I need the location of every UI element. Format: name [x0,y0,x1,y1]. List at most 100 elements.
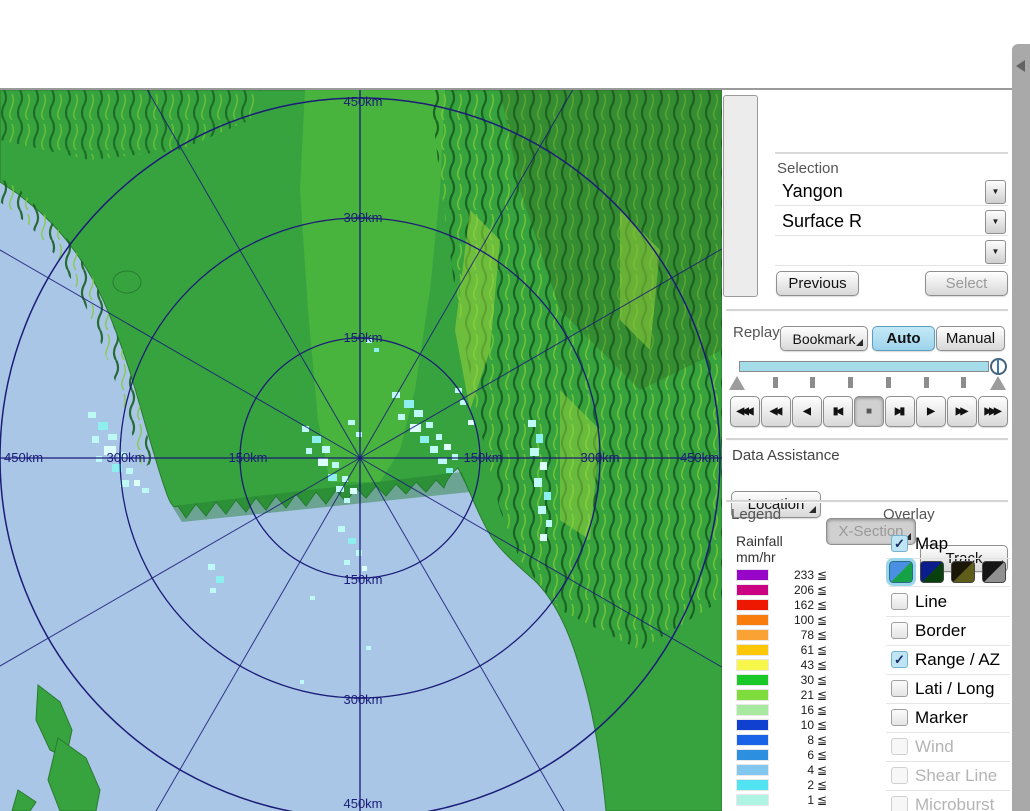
legend-swatch [736,703,769,716]
replay-manual-button[interactable]: Manual [936,326,1005,351]
legend-swatch [736,718,769,731]
overlay-item-line[interactable]: ✓ Line [886,587,1010,617]
data-assistance-label: Data Assistance [732,447,840,464]
overlay-item-lati-long[interactable]: ✓ Lati / Long [886,674,1010,704]
checkbox: ✓ [891,767,908,784]
previous-button[interactable]: Previous [776,271,859,296]
legend-swatch [736,748,769,761]
checkbox[interactable]: ✓ [891,651,908,668]
replay-slider-thumb[interactable] [990,358,1007,375]
playback-step-forward-button[interactable]: ▶▮ [885,396,915,427]
legend-entry: 10 ≦ [736,717,856,732]
slider-tick [773,377,778,388]
replay-label: Replay [733,324,780,341]
legend-swatch [736,658,769,671]
chevron-down-icon[interactable]: ▼ [985,239,1006,264]
x-section-button[interactable]: X-Section [826,518,916,545]
range-label-top-450: 450km [343,94,382,109]
slider-tick [848,377,853,388]
bookmark-button[interactable]: Bookmark [780,326,868,351]
legend-swatch [736,793,769,806]
legend-swatch [736,598,769,611]
panel-collapse-arrow-icon[interactable] [1016,60,1025,72]
legend-entry: 2 ≦ [736,777,856,792]
range-label-right-450: 450km [680,450,719,465]
legend-entry: 43 ≦ [736,657,856,672]
playback-play-backward-button[interactable]: ◀ [792,396,822,427]
select-button[interactable]: Select [925,271,1008,296]
selection-label: Selection [777,160,839,177]
legend-entry: 233 ≦ [736,567,856,582]
extra-dropdown[interactable]: ▼ [775,238,1008,266]
chevron-down-icon[interactable]: ▼ [985,209,1006,234]
divider [726,438,1008,441]
legend-entry: 162 ≦ [736,597,856,612]
range-label-right-150: 150km [463,450,502,465]
map-style-swatch-1[interactable] [886,558,916,586]
range-label-left-450: 450km [4,450,43,465]
map-style-swatch-2[interactable] [920,561,944,583]
checkbox: ✓ [891,796,908,811]
checkbox[interactable]: ✓ [891,680,908,697]
replay-slider-track[interactable] [739,361,989,372]
range-label-left-300: 300km [106,450,145,465]
range-label-bottom-450: 450km [343,796,382,811]
overlay-item-wind: ✓ Wind [886,732,1010,762]
legend-scale: 233 ≦ 206 ≦ 162 ≦ 100 ≦ 78 ≦ 61 ≦ 43 ≦ 30 ≦ 21 ≦ … [736,567,856,807]
slider-tick [810,377,815,388]
playback-fastest-rewind-button[interactable]: ◀◀◀ [730,396,760,427]
legend-swatch [736,628,769,641]
range-label-top-150: 150km [343,330,382,345]
legend-title: Rainfall mm/hr [736,533,783,565]
header-bar [0,0,1030,90]
replay-range-end-marker[interactable] [990,376,1006,390]
radar-map-display[interactable]: 450km 300km 150km 150km 300km 450km 450k… [0,90,722,811]
playback-stop-button[interactable]: ■ [854,396,884,427]
legend-entry: 100 ≦ [736,612,856,627]
range-az-overlay [0,90,722,811]
playback-play-button[interactable]: ▶ [916,396,946,427]
legend-swatch [736,733,769,746]
checkbox: ✓ [891,738,908,755]
site-dropdown[interactable]: Yangon ▼ [775,178,1008,206]
legend-entry: 6 ≦ [736,747,856,762]
checkbox[interactable]: ✓ [891,622,908,639]
range-label-bottom-150: 150km [343,572,382,587]
site-dropdown-value: Yangon [782,181,843,201]
slider-tick [886,377,891,388]
playback-fast-forward-button[interactable]: ▶▶ [947,396,977,427]
legend-entry: 4 ≦ [736,762,856,777]
legend-entry: 78 ≦ [736,627,856,642]
legend-entry: 1 ≦ [736,792,856,807]
checkbox[interactable]: ✓ [891,593,908,610]
product-dropdown[interactable]: Surface R ▼ [775,208,1008,236]
overlay-item-range-az[interactable]: ✓ Range / AZ [886,645,1010,675]
overlay-label: Overlay [883,506,935,523]
checkbox[interactable]: ✓ [891,709,908,726]
chevron-down-icon[interactable]: ▼ [985,179,1006,204]
map-zoom-strip [723,95,758,297]
overlay-item-border[interactable]: ✓ Border [886,616,1010,646]
overlay-item-marker[interactable]: ✓ Marker [886,703,1010,733]
divider [726,500,1008,503]
rainfall-echoes [88,338,552,684]
overlay-item-map[interactable]: ✓ Map [886,529,1010,559]
checkbox[interactable]: ✓ [891,535,908,552]
replay-auto-button[interactable]: Auto [872,326,935,351]
playback-fast-rewind-button[interactable]: ◀◀ [761,396,791,427]
legend-swatch [736,688,769,701]
legend-swatch [736,673,769,686]
legend-entry: 16 ≦ [736,702,856,717]
legend-swatch [736,583,769,596]
product-dropdown-value: Surface R [782,211,863,231]
legend-swatch [736,613,769,626]
panel-splitter[interactable] [1012,44,1030,811]
map-style-swatch-4[interactable] [982,561,1006,583]
range-label-right-300: 300km [580,450,619,465]
replay-range-start-marker[interactable] [729,376,745,390]
map-style-swatch-3[interactable] [951,561,975,583]
playback-step-back-button[interactable]: ▮◀ [823,396,853,427]
playback-fastest-forward-button[interactable]: ▶▶▶ [978,396,1008,427]
legend-entry: 206 ≦ [736,582,856,597]
